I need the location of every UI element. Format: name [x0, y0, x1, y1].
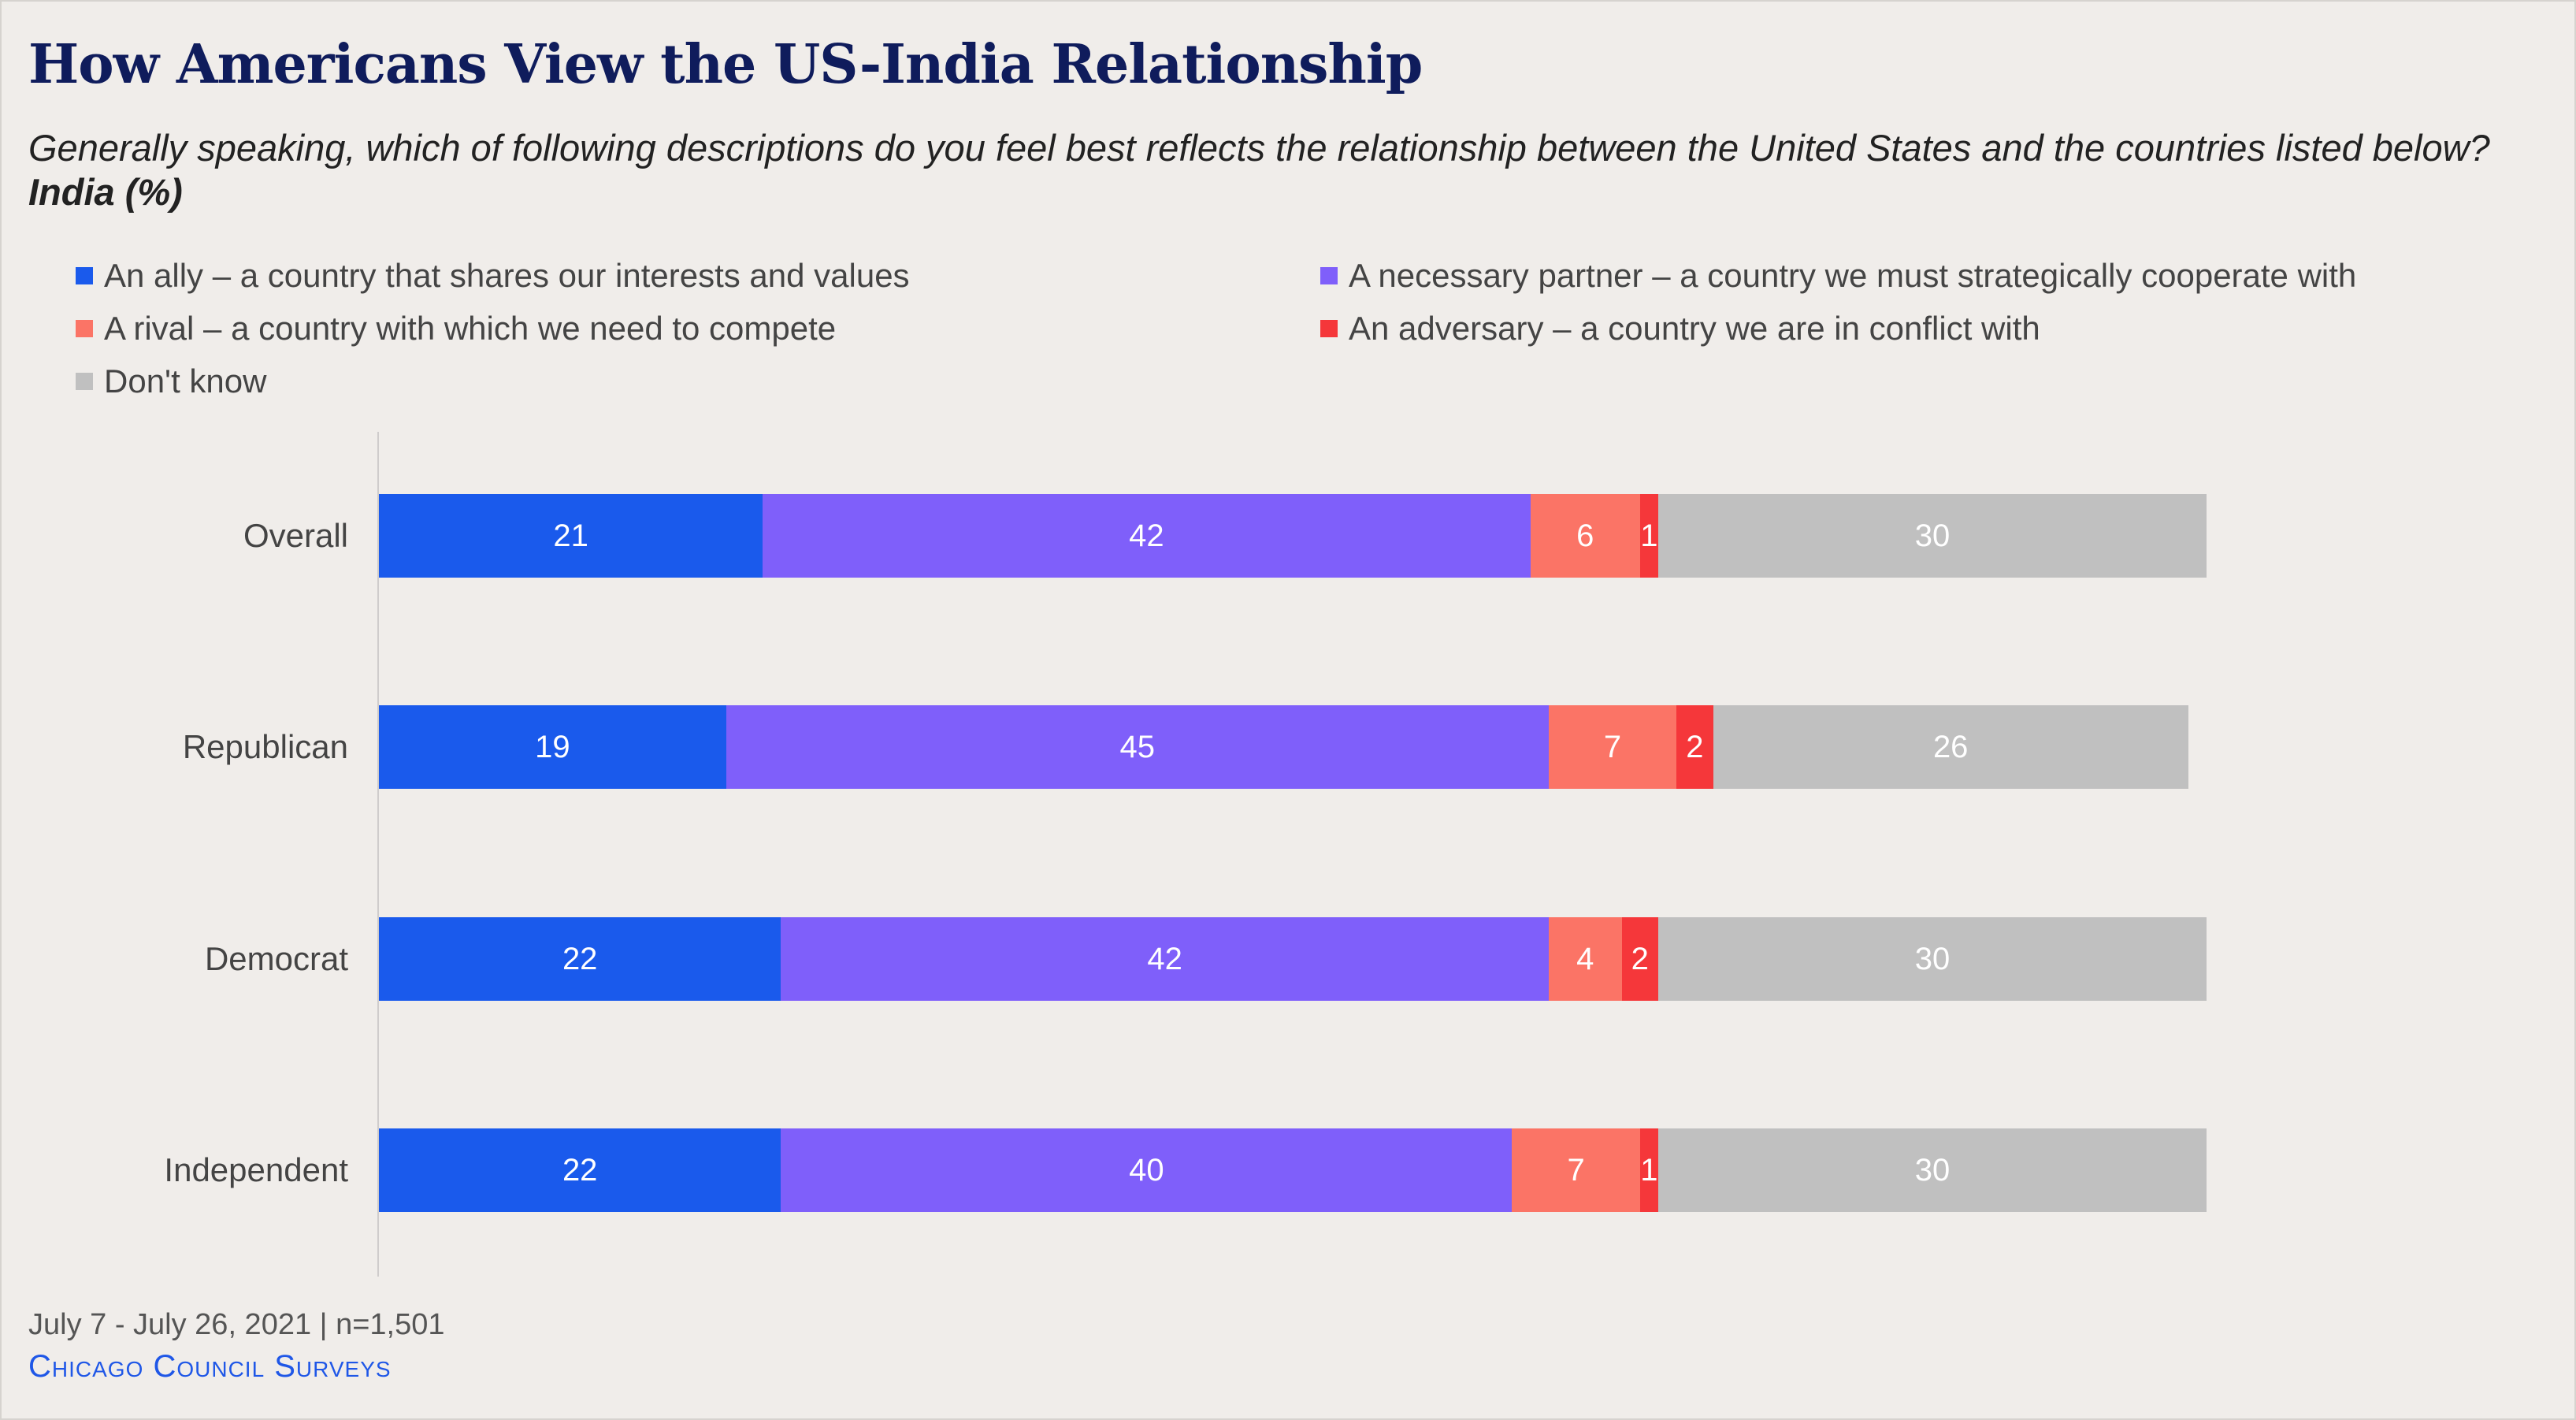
- bar-segment: 1: [1639, 1128, 1658, 1212]
- data-label: 19: [535, 729, 570, 764]
- footer-date-sample: July 7 - July 26, 2021 | n=1,501: [28, 1308, 445, 1341]
- legend-item: Don't know: [76, 362, 266, 400]
- data-label: 7: [1603, 729, 1622, 764]
- category-label: Overall: [243, 517, 348, 554]
- data-label: 42: [1129, 518, 1164, 553]
- legend-swatch: [1320, 320, 1338, 337]
- bar-segment: 21: [379, 494, 763, 578]
- data-label: 45: [1119, 729, 1156, 764]
- bar-segment: 22: [379, 917, 781, 1001]
- category-label: Independent: [164, 1151, 348, 1188]
- bar-segment: 26: [1713, 705, 2188, 789]
- data-label: 1: [1640, 1152, 1658, 1188]
- data-label: 6: [1576, 518, 1594, 553]
- bar-segment: 40: [781, 1128, 1513, 1212]
- data-label: 1: [1640, 518, 1658, 553]
- subtitle-emphasis: India (%): [28, 171, 183, 213]
- bar-segment: 30: [1658, 917, 2207, 1001]
- legend-label: An ally – a country that shares our inte…: [104, 257, 910, 294]
- legend-label: A necessary partner – a country we must …: [1349, 257, 2357, 294]
- data-label: 7: [1567, 1152, 1585, 1188]
- data-label: 22: [562, 1152, 598, 1188]
- bar-segment: 2: [1621, 917, 1658, 1001]
- legend-item: An adversary – a country we are in confl…: [1320, 310, 2040, 348]
- data-label: 2: [1686, 729, 1704, 764]
- bar-segment: 45: [726, 705, 1549, 789]
- bar-segment: 22: [379, 1128, 781, 1212]
- data-label: 40: [1129, 1152, 1164, 1188]
- data-label: 30: [1914, 1152, 1951, 1188]
- data-label: 22: [562, 941, 598, 976]
- bar-segment: 4: [1548, 917, 1622, 1001]
- subtitle-question: Generally speaking, which of following d…: [28, 127, 2490, 169]
- bar-segment: 19: [379, 705, 726, 789]
- data-label: 4: [1576, 941, 1594, 976]
- bar-segment: 7: [1512, 1128, 1640, 1212]
- y-axis-line: [377, 432, 379, 1277]
- category-label: Democrat: [204, 940, 348, 977]
- legend-swatch: [76, 267, 93, 284]
- legend-item: A necessary partner – a country we must …: [1320, 257, 2356, 295]
- legend-item: An ally – a country that shares our inte…: [76, 257, 910, 295]
- bar-segment: 42: [763, 494, 1531, 578]
- legend-swatch: [76, 320, 93, 337]
- bar-segment: 42: [781, 917, 1549, 1001]
- data-label: 42: [1147, 941, 1182, 976]
- category-label: Republican: [182, 728, 348, 765]
- legend-label: Don't know: [104, 362, 267, 400]
- chart-title: How Americans View the US-India Relation…: [28, 33, 1423, 96]
- bar-segment: 7: [1548, 705, 1677, 789]
- bar-segment: 30: [1658, 1128, 2207, 1212]
- bar-segment: 6: [1530, 494, 1640, 578]
- legend-label: An adversary – a country we are in confl…: [1349, 310, 2040, 347]
- data-label: 26: [1932, 729, 1969, 764]
- bar-segment: 1: [1639, 494, 1658, 578]
- footer-source: Chicago Council Surveys: [28, 1349, 392, 1384]
- legend-swatch: [1320, 267, 1338, 284]
- bar-segment: 2: [1676, 705, 1713, 789]
- legend-label: A rival – a country with which we need t…: [104, 310, 837, 347]
- chart-subtitle: Generally speaking, which of following d…: [28, 126, 2533, 214]
- bar-segment: 30: [1658, 494, 2207, 578]
- legend-item: A rival – a country with which we need t…: [76, 310, 836, 348]
- legend-swatch: [76, 373, 93, 390]
- data-label: 30: [1914, 518, 1951, 553]
- data-label: 30: [1914, 941, 1951, 976]
- data-label: 2: [1631, 941, 1649, 976]
- data-label: 21: [553, 518, 588, 553]
